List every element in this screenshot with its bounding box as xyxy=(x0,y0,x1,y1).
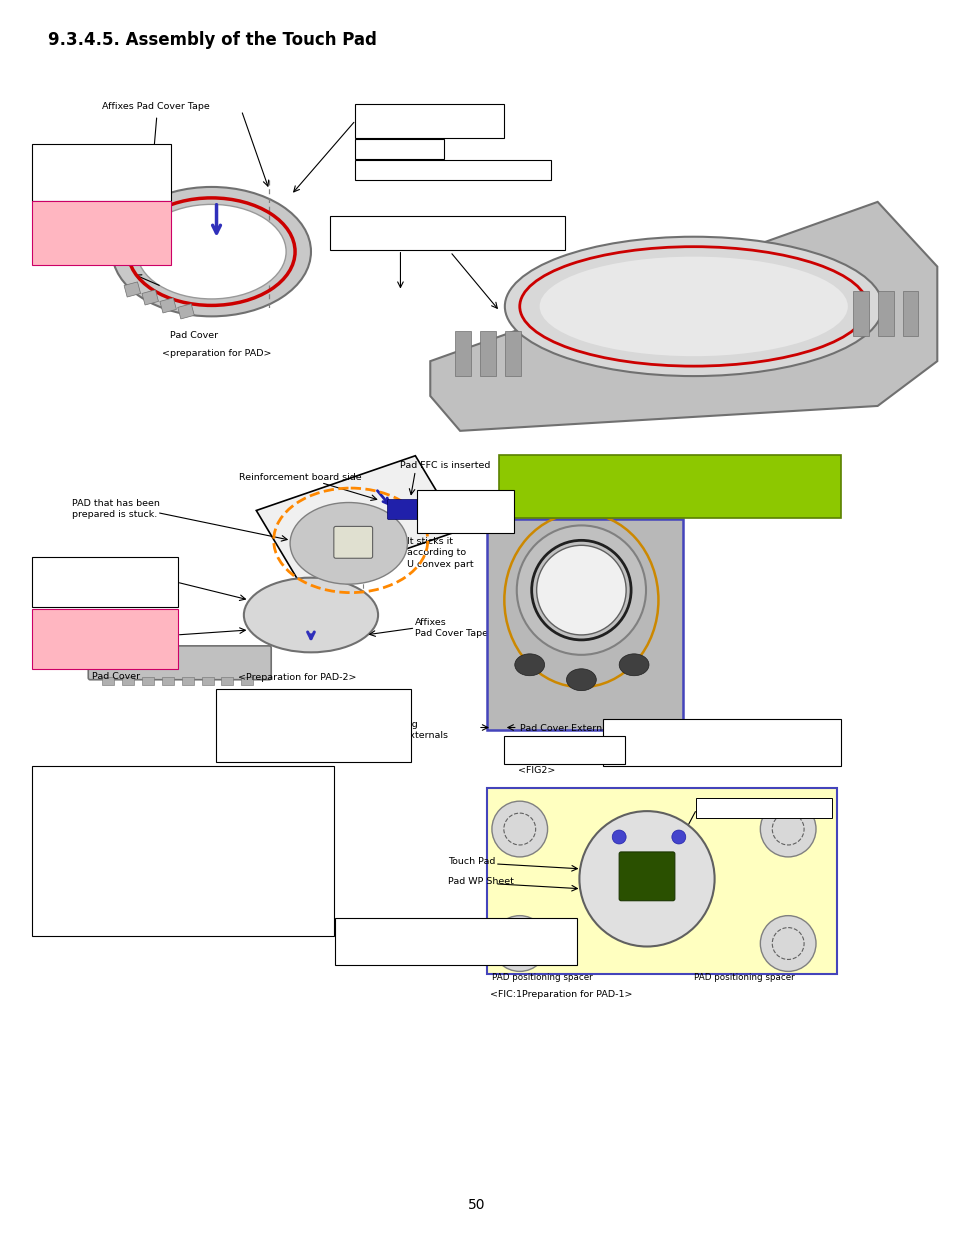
Ellipse shape xyxy=(244,578,377,652)
Text: PAD positioning spacer: PAD positioning spacer xyxy=(693,973,794,982)
Bar xyxy=(221,677,233,684)
Text: Pad Cover: Pad Cover xyxy=(170,331,217,341)
FancyBboxPatch shape xyxy=(695,798,831,818)
FancyBboxPatch shape xyxy=(334,526,373,558)
Text: 50: 50 xyxy=(468,1198,485,1213)
FancyBboxPatch shape xyxy=(503,736,624,764)
FancyBboxPatch shape xyxy=(335,918,577,966)
FancyBboxPatch shape xyxy=(31,609,177,669)
FancyBboxPatch shape xyxy=(618,852,674,900)
Text: Thing that doesn't
begin to be seen
from window of
Pad Cover: Thing that doesn't begin to be seen from… xyxy=(36,205,123,249)
Bar xyxy=(177,304,194,319)
Polygon shape xyxy=(256,456,459,585)
Ellipse shape xyxy=(517,525,645,655)
Text: It sticks it according
to U convex part.: It sticks it according to U convex part. xyxy=(358,109,454,130)
Bar xyxy=(201,677,213,684)
FancyBboxPatch shape xyxy=(355,140,444,159)
Text: Pad WP Sheet: Pad WP Sheet xyxy=(448,877,514,885)
Text: 1. PAD is installed on the treatment device
    and it installs it between posit: 1. PAD is installed on the treatment dev… xyxy=(36,772,246,883)
Bar xyxy=(504,331,520,377)
Ellipse shape xyxy=(112,186,311,316)
Text: After of two PAD preparation completion
It installs in the pressurizing treatmen: After of two PAD preparation completion … xyxy=(502,458,694,503)
Ellipse shape xyxy=(290,503,407,584)
FancyBboxPatch shape xyxy=(355,104,503,138)
Text: PAD positioning spacer: PAD positioning spacer xyxy=(492,973,592,982)
Bar xyxy=(479,331,496,377)
Bar xyxy=(162,677,173,684)
FancyBboxPatch shape xyxy=(31,767,334,936)
Text: The gap is
0.2 or less: The gap is 0.2 or less xyxy=(507,741,557,761)
Text: Release coated paper
  "NITTO No5000"
  Print side: Release coated paper "NITTO No5000" Prin… xyxy=(35,561,139,594)
Text: 9.3.4.5. Assembly of the Touch Pad: 9.3.4.5. Assembly of the Touch Pad xyxy=(48,31,376,48)
Text: Reinforcement board side: Reinforcement board side xyxy=(239,473,361,482)
FancyBboxPatch shape xyxy=(215,689,411,762)
Text: Division attention of Pad Cover: Division attention of Pad Cover xyxy=(358,163,505,172)
FancyBboxPatch shape xyxy=(31,201,171,264)
Bar xyxy=(455,331,471,377)
FancyBboxPatch shape xyxy=(602,719,840,767)
FancyBboxPatch shape xyxy=(416,489,514,534)
FancyBboxPatch shape xyxy=(498,454,840,519)
Text: Safety work: Safety work xyxy=(358,142,422,151)
Circle shape xyxy=(612,830,625,844)
Text: Pad Cover Externals: Pad Cover Externals xyxy=(519,724,615,732)
FancyBboxPatch shape xyxy=(89,646,271,679)
Text: <Preparation for PAD-2>: <Preparation for PAD-2> xyxy=(238,673,356,682)
FancyBboxPatch shape xyxy=(330,216,565,249)
Ellipse shape xyxy=(515,653,544,676)
FancyBboxPatch shape xyxy=(486,788,836,974)
Text: Sticking
part externals: Sticking part externals xyxy=(380,720,447,740)
Ellipse shape xyxy=(618,653,648,676)
Bar xyxy=(142,677,153,684)
Circle shape xyxy=(492,802,547,857)
Text: Pad FFC is inserted: Pad FFC is inserted xyxy=(400,461,490,469)
Bar xyxy=(160,298,176,312)
Bar xyxy=(877,291,893,336)
Text: PAD position-determining pin: PAD position-determining pin xyxy=(699,803,826,811)
Bar xyxy=(122,677,133,684)
Bar xyxy=(241,677,253,684)
Bar xyxy=(902,291,918,336)
FancyBboxPatch shape xyxy=(387,499,416,520)
FancyBboxPatch shape xyxy=(31,144,171,201)
Ellipse shape xyxy=(504,237,882,377)
Bar xyxy=(102,677,114,684)
Bar xyxy=(142,290,158,305)
Text: Touch Pad: Touch Pad xyxy=(448,857,495,866)
Text: <FIG2>: <FIG2> xyxy=(517,767,555,776)
Circle shape xyxy=(760,915,815,972)
FancyBboxPatch shape xyxy=(31,557,177,608)
Bar xyxy=(181,677,193,684)
Text: Affixes Pad Cover Tape: Affixes Pad Cover Tape xyxy=(102,103,210,111)
Circle shape xyxy=(578,811,714,946)
Text: Sticking part externals
and externals match of
Pad Case of sticking PAD
that has: Sticking part externals and externals ma… xyxy=(219,693,336,747)
FancyBboxPatch shape xyxy=(486,520,682,730)
Ellipse shape xyxy=(137,204,286,299)
Bar xyxy=(124,282,140,298)
Bar xyxy=(852,291,868,336)
Text: PAD that has been
prepared is stuck.: PAD that has been prepared is stuck. xyxy=(72,499,160,520)
Circle shape xyxy=(537,546,625,635)
Text: Pad Cover: Pad Cover xyxy=(92,672,140,680)
Text: Release coated paper
  "NITTO No5000"
  Print side: Release coated paper "NITTO No5000" Prin… xyxy=(36,148,140,180)
Ellipse shape xyxy=(566,669,596,690)
Text: The hole of a transparent mount of
PAD WP SHEET is inserted in the
pin of the tr: The hole of a transparent mount of PAD W… xyxy=(607,722,773,755)
Text: <preparation for PAD>: <preparation for PAD> xyxy=(162,350,271,358)
Polygon shape xyxy=(430,201,936,431)
Text: <FIC:1Preparation for PAD-1>: <FIC:1Preparation for PAD-1> xyxy=(490,990,632,999)
Circle shape xyxy=(760,802,815,857)
FancyBboxPatch shape xyxy=(355,161,550,180)
Circle shape xyxy=(671,830,685,844)
Text: Insertion
after PAD is
pressurized: Insertion after PAD is pressurized xyxy=(421,494,476,526)
Text: Affixes
Pad Cover Tape: Affixes Pad Cover Tape xyxy=(415,618,488,638)
Text: It sticks it
according to
U convex part: It sticks it according to U convex part xyxy=(407,537,474,568)
Text: Thing that doesn't
begin to be seen
from window of
Pad Cover: Thing that doesn't begin to be seen from… xyxy=(35,613,122,657)
Text: ZA-0 = It is about the hemicycle.
YA-0 = There is no hemicycle.: ZA-0 = It is about the hemicycle. YA-0 =… xyxy=(334,220,490,241)
Ellipse shape xyxy=(539,257,847,356)
Circle shape xyxy=(492,915,547,972)
Text: The hole of a transparent mount of
PAD WP SHEET is inserted in the
pin of the tr: The hole of a transparent mount of PAD W… xyxy=(338,921,505,953)
